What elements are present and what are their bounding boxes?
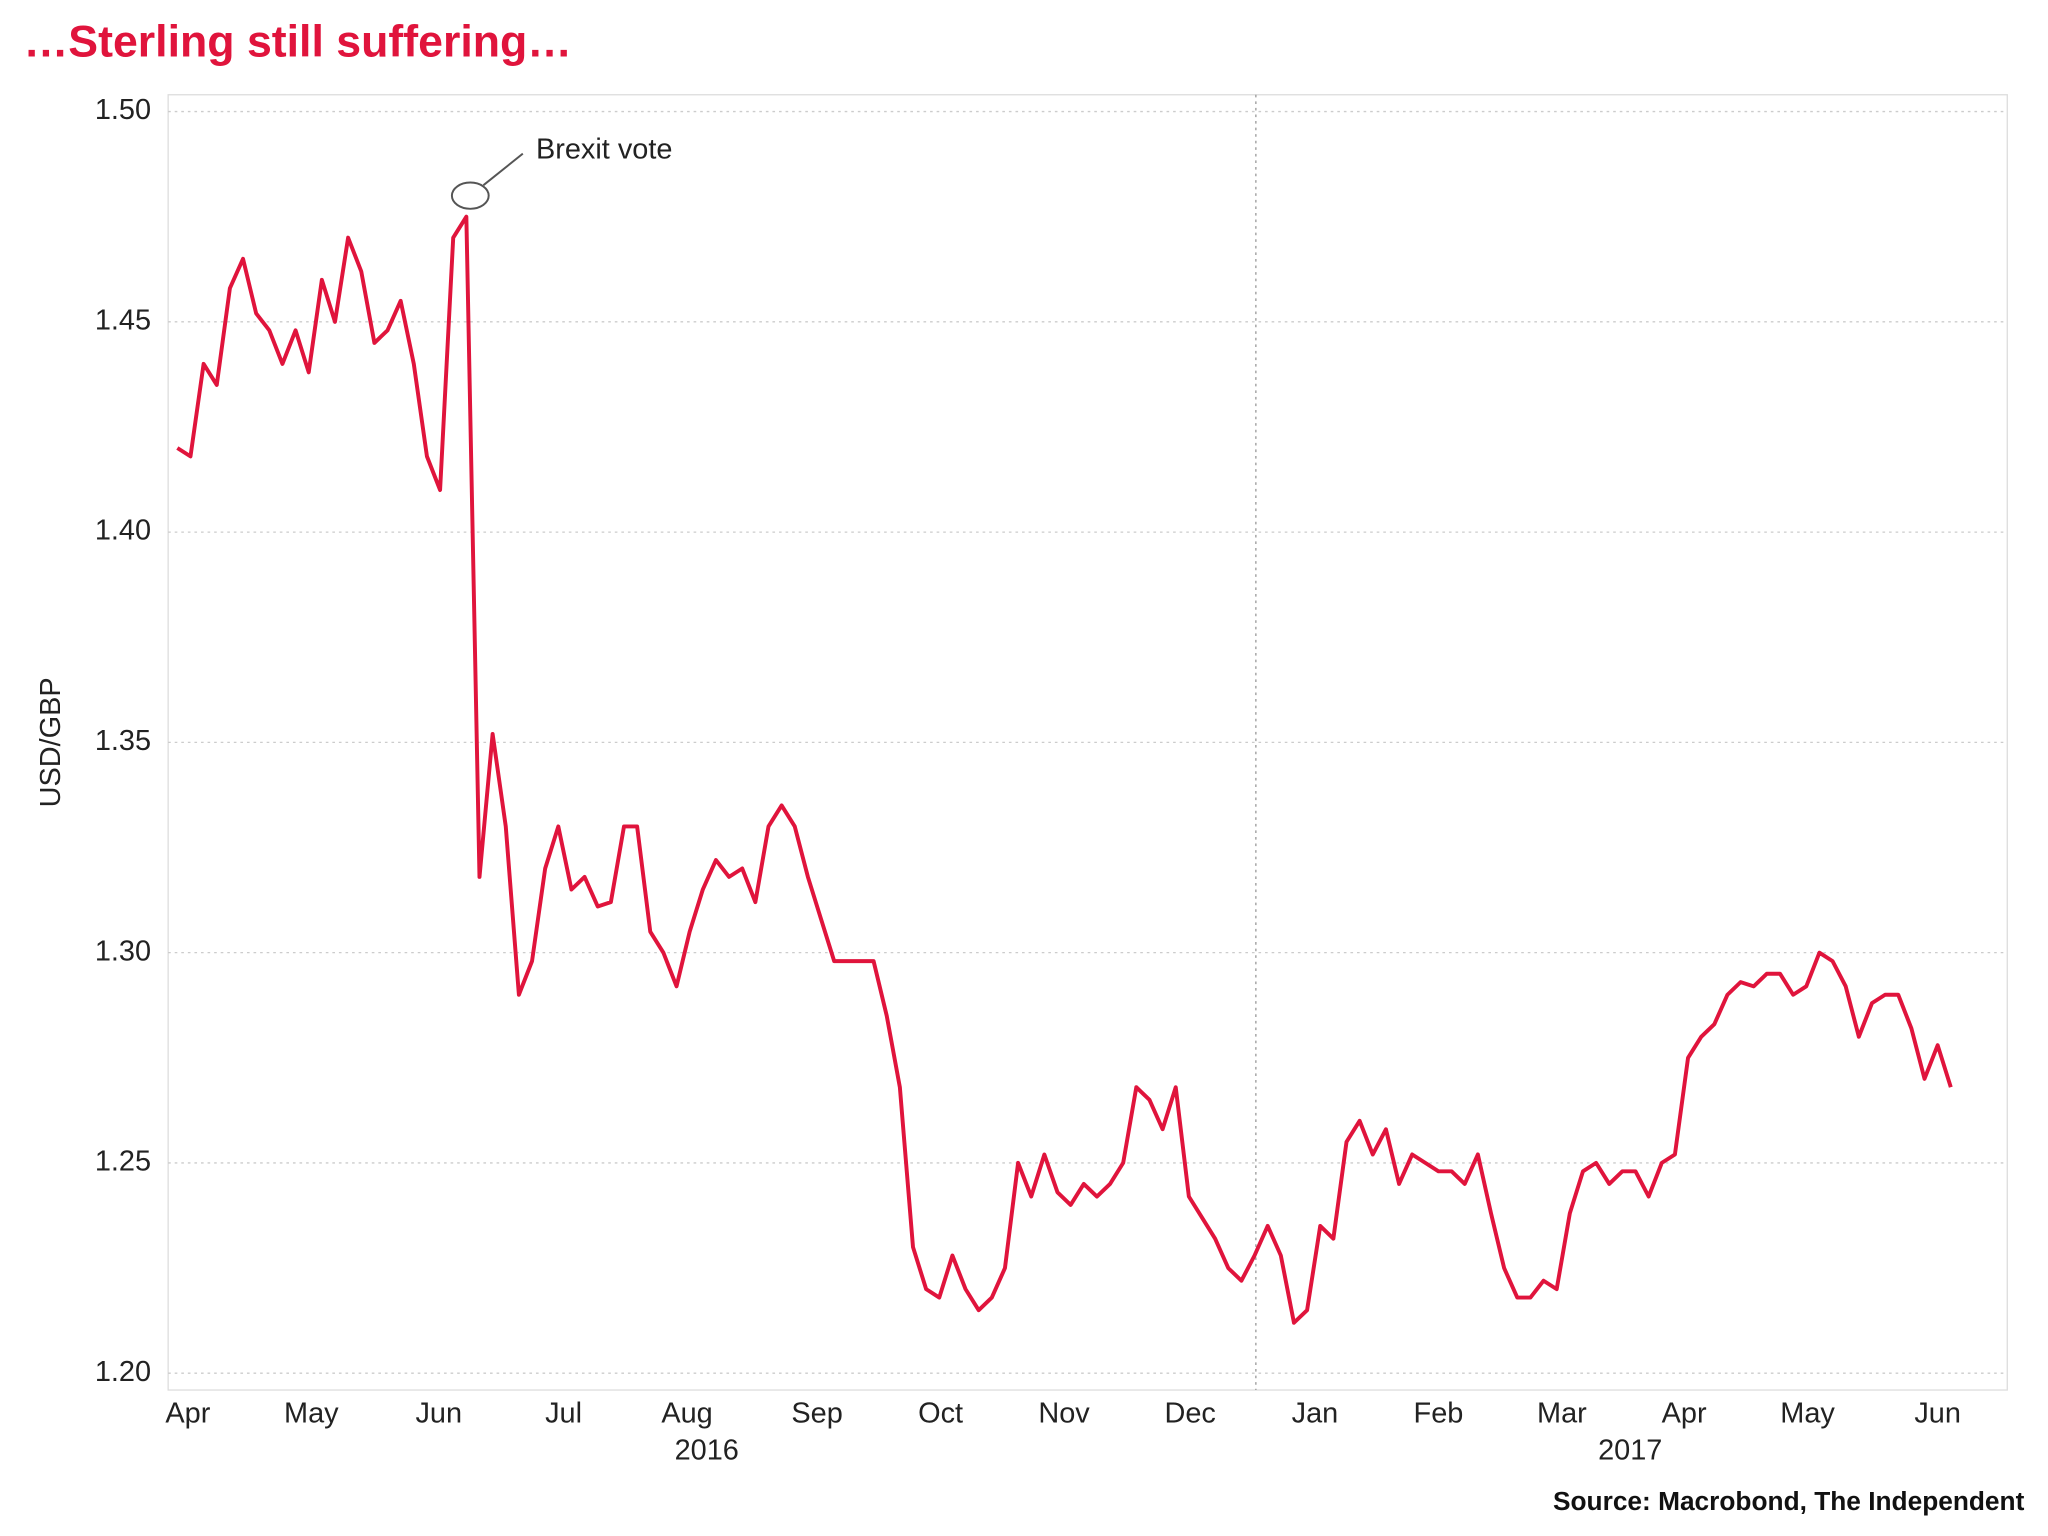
y-axis-label: USD/GBP — [35, 677, 67, 807]
source: Source: Macrobond, The Independent — [1553, 1486, 2025, 1516]
x-tick-label: Aug — [661, 1398, 712, 1430]
x-tick-label: Jan — [1292, 1398, 1339, 1430]
line-series — [176, 214, 1953, 1325]
y-tick-label: 1.45 — [95, 304, 151, 336]
x-tick-label: Apr — [165, 1398, 210, 1430]
year-label: 2017 — [1598, 1434, 1662, 1466]
x-tick-label: Jun — [415, 1398, 462, 1430]
annotation-circle — [450, 181, 490, 210]
x-tick-label: Apr — [1662, 1398, 1707, 1430]
y-tick-label: 1.25 — [95, 1146, 151, 1178]
y-tick-label: 1.20 — [95, 1356, 151, 1388]
x-tick-label: Oct — [918, 1398, 963, 1430]
chart-title: …Sterling still suffering… — [24, 18, 572, 67]
y-tick-label: 1.35 — [95, 725, 151, 757]
annotation-leader — [482, 152, 524, 186]
x-tick-label: Sep — [791, 1398, 842, 1430]
annotation-text: Brexit vote — [536, 134, 672, 166]
x-tick-label: Nov — [1038, 1398, 1090, 1430]
x-tick-label: May — [284, 1398, 339, 1430]
year-label: 2016 — [675, 1434, 739, 1466]
y-tick-label: 1.30 — [95, 935, 151, 967]
x-tick-label: May — [1780, 1398, 1835, 1430]
y-tick-label: 1.40 — [95, 515, 151, 547]
x-tick-label: Jun — [1914, 1398, 1961, 1430]
x-tick-label: Jul — [545, 1398, 582, 1430]
x-tick-label: Mar — [1537, 1398, 1587, 1430]
x-tick-label: Dec — [1164, 1398, 1215, 1430]
x-tick-label: Feb — [1414, 1398, 1464, 1430]
y-tick-label: 1.50 — [95, 94, 151, 126]
